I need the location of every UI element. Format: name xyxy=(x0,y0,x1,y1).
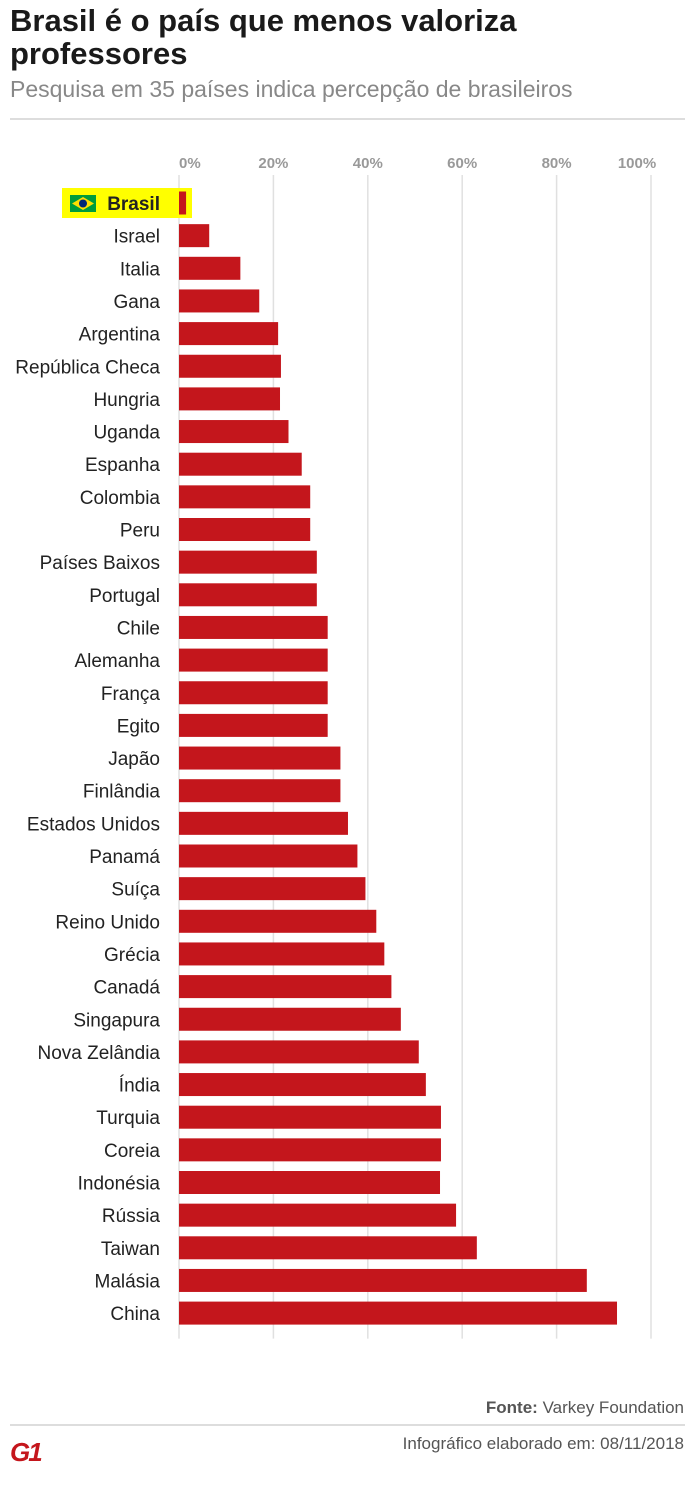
category-label: Panamá xyxy=(89,847,160,868)
category-label: Italia xyxy=(120,259,161,280)
bar xyxy=(179,1268,587,1292)
category-label: Japão xyxy=(108,749,160,770)
category-label: Chile xyxy=(117,618,160,639)
bar xyxy=(179,1203,457,1227)
bar xyxy=(179,713,328,737)
bar xyxy=(179,1040,419,1064)
category-label: Coreia xyxy=(104,1141,160,1162)
category-label: Finlândia xyxy=(83,782,161,803)
category-label: Uganda xyxy=(93,423,160,444)
bar xyxy=(179,844,358,868)
x-tick-label: 60% xyxy=(447,155,477,172)
divider xyxy=(10,118,685,120)
bar xyxy=(179,1007,401,1031)
x-tick-label: 0% xyxy=(179,155,201,172)
category-label: Brasil xyxy=(107,194,160,215)
bar xyxy=(179,779,341,803)
category-label: Espanha xyxy=(85,455,160,476)
bar xyxy=(179,811,348,835)
bar xyxy=(179,909,377,933)
category-label: Países Baixos xyxy=(40,553,160,574)
category-label: Taiwan xyxy=(101,1239,160,1260)
bar-chart: 0% 20% 40% 60% 80% 100% Brasil Israel Italia Gana… xyxy=(15,155,656,1339)
category-label: China xyxy=(110,1304,160,1325)
bar xyxy=(179,322,279,346)
bar xyxy=(179,485,311,509)
category-label: Canadá xyxy=(93,978,160,999)
category-label: Rússia xyxy=(102,1206,161,1227)
source-label: Fonte: xyxy=(485,1398,538,1417)
x-tick-label: 80% xyxy=(542,155,572,172)
category-label: Malásia xyxy=(95,1271,161,1292)
bar xyxy=(179,746,341,770)
category-label: Estados Unidos xyxy=(27,814,160,835)
category-label: Indonésia xyxy=(78,1174,161,1195)
bar xyxy=(179,550,317,574)
category-label: Alemanha xyxy=(74,651,160,672)
bar xyxy=(179,191,187,215)
bar xyxy=(179,420,289,444)
bar xyxy=(179,975,392,999)
bar xyxy=(179,452,302,476)
x-tick-label: 40% xyxy=(353,155,383,172)
bar xyxy=(179,583,317,607)
category-label: Suíça xyxy=(111,880,160,901)
bar xyxy=(179,518,311,541)
category-label: Gana xyxy=(114,292,161,313)
x-tick-label: 100% xyxy=(618,155,656,172)
category-label: Reino Unido xyxy=(55,912,160,933)
source-value: Varkey Foundation xyxy=(542,1398,684,1417)
bar xyxy=(179,648,328,672)
category-label: Turquia xyxy=(96,1108,160,1129)
category-label: Grécia xyxy=(104,945,160,966)
bar xyxy=(179,354,281,378)
x-tick-label: 20% xyxy=(258,155,288,172)
category-label: Singapura xyxy=(73,1010,160,1031)
chart-title: Brasil é o país que menos valoriza profe… xyxy=(10,3,517,71)
category-label: Colombia xyxy=(80,488,161,509)
bar xyxy=(179,1171,441,1194)
divider xyxy=(10,1424,685,1426)
bar xyxy=(179,289,260,313)
category-label: França xyxy=(101,684,161,705)
category-label: Argentina xyxy=(79,325,161,346)
source-note: Fonte: Varkey Foundation xyxy=(486,1398,684,1418)
bar xyxy=(179,1073,426,1097)
category-label: Índia xyxy=(119,1076,161,1097)
date-note: Infográfico elaborado em: 08/11/2018 xyxy=(402,1434,684,1453)
bar xyxy=(179,1301,618,1325)
category-label: República Checa xyxy=(15,357,160,378)
category-label: Nova Zelândia xyxy=(37,1043,160,1064)
category-label: Peru xyxy=(120,521,160,542)
bar xyxy=(179,1138,441,1162)
bar xyxy=(179,615,328,639)
bar xyxy=(179,1236,477,1260)
bar xyxy=(179,877,366,901)
bar xyxy=(179,224,210,248)
bar xyxy=(179,681,328,705)
category-label: Egito xyxy=(117,716,160,737)
bar xyxy=(179,1105,441,1129)
chart-subtitle: Pesquisa em 35 países indica percepção d… xyxy=(10,76,573,102)
bar xyxy=(179,387,281,411)
category-label: Hungria xyxy=(93,390,160,411)
brazil-flag-icon xyxy=(70,195,96,212)
bar xyxy=(179,256,241,280)
g1-logo: G1 xyxy=(10,1437,43,1467)
bar xyxy=(179,942,385,966)
category-label: Israel xyxy=(114,227,160,248)
category-label: Portugal xyxy=(89,586,160,607)
